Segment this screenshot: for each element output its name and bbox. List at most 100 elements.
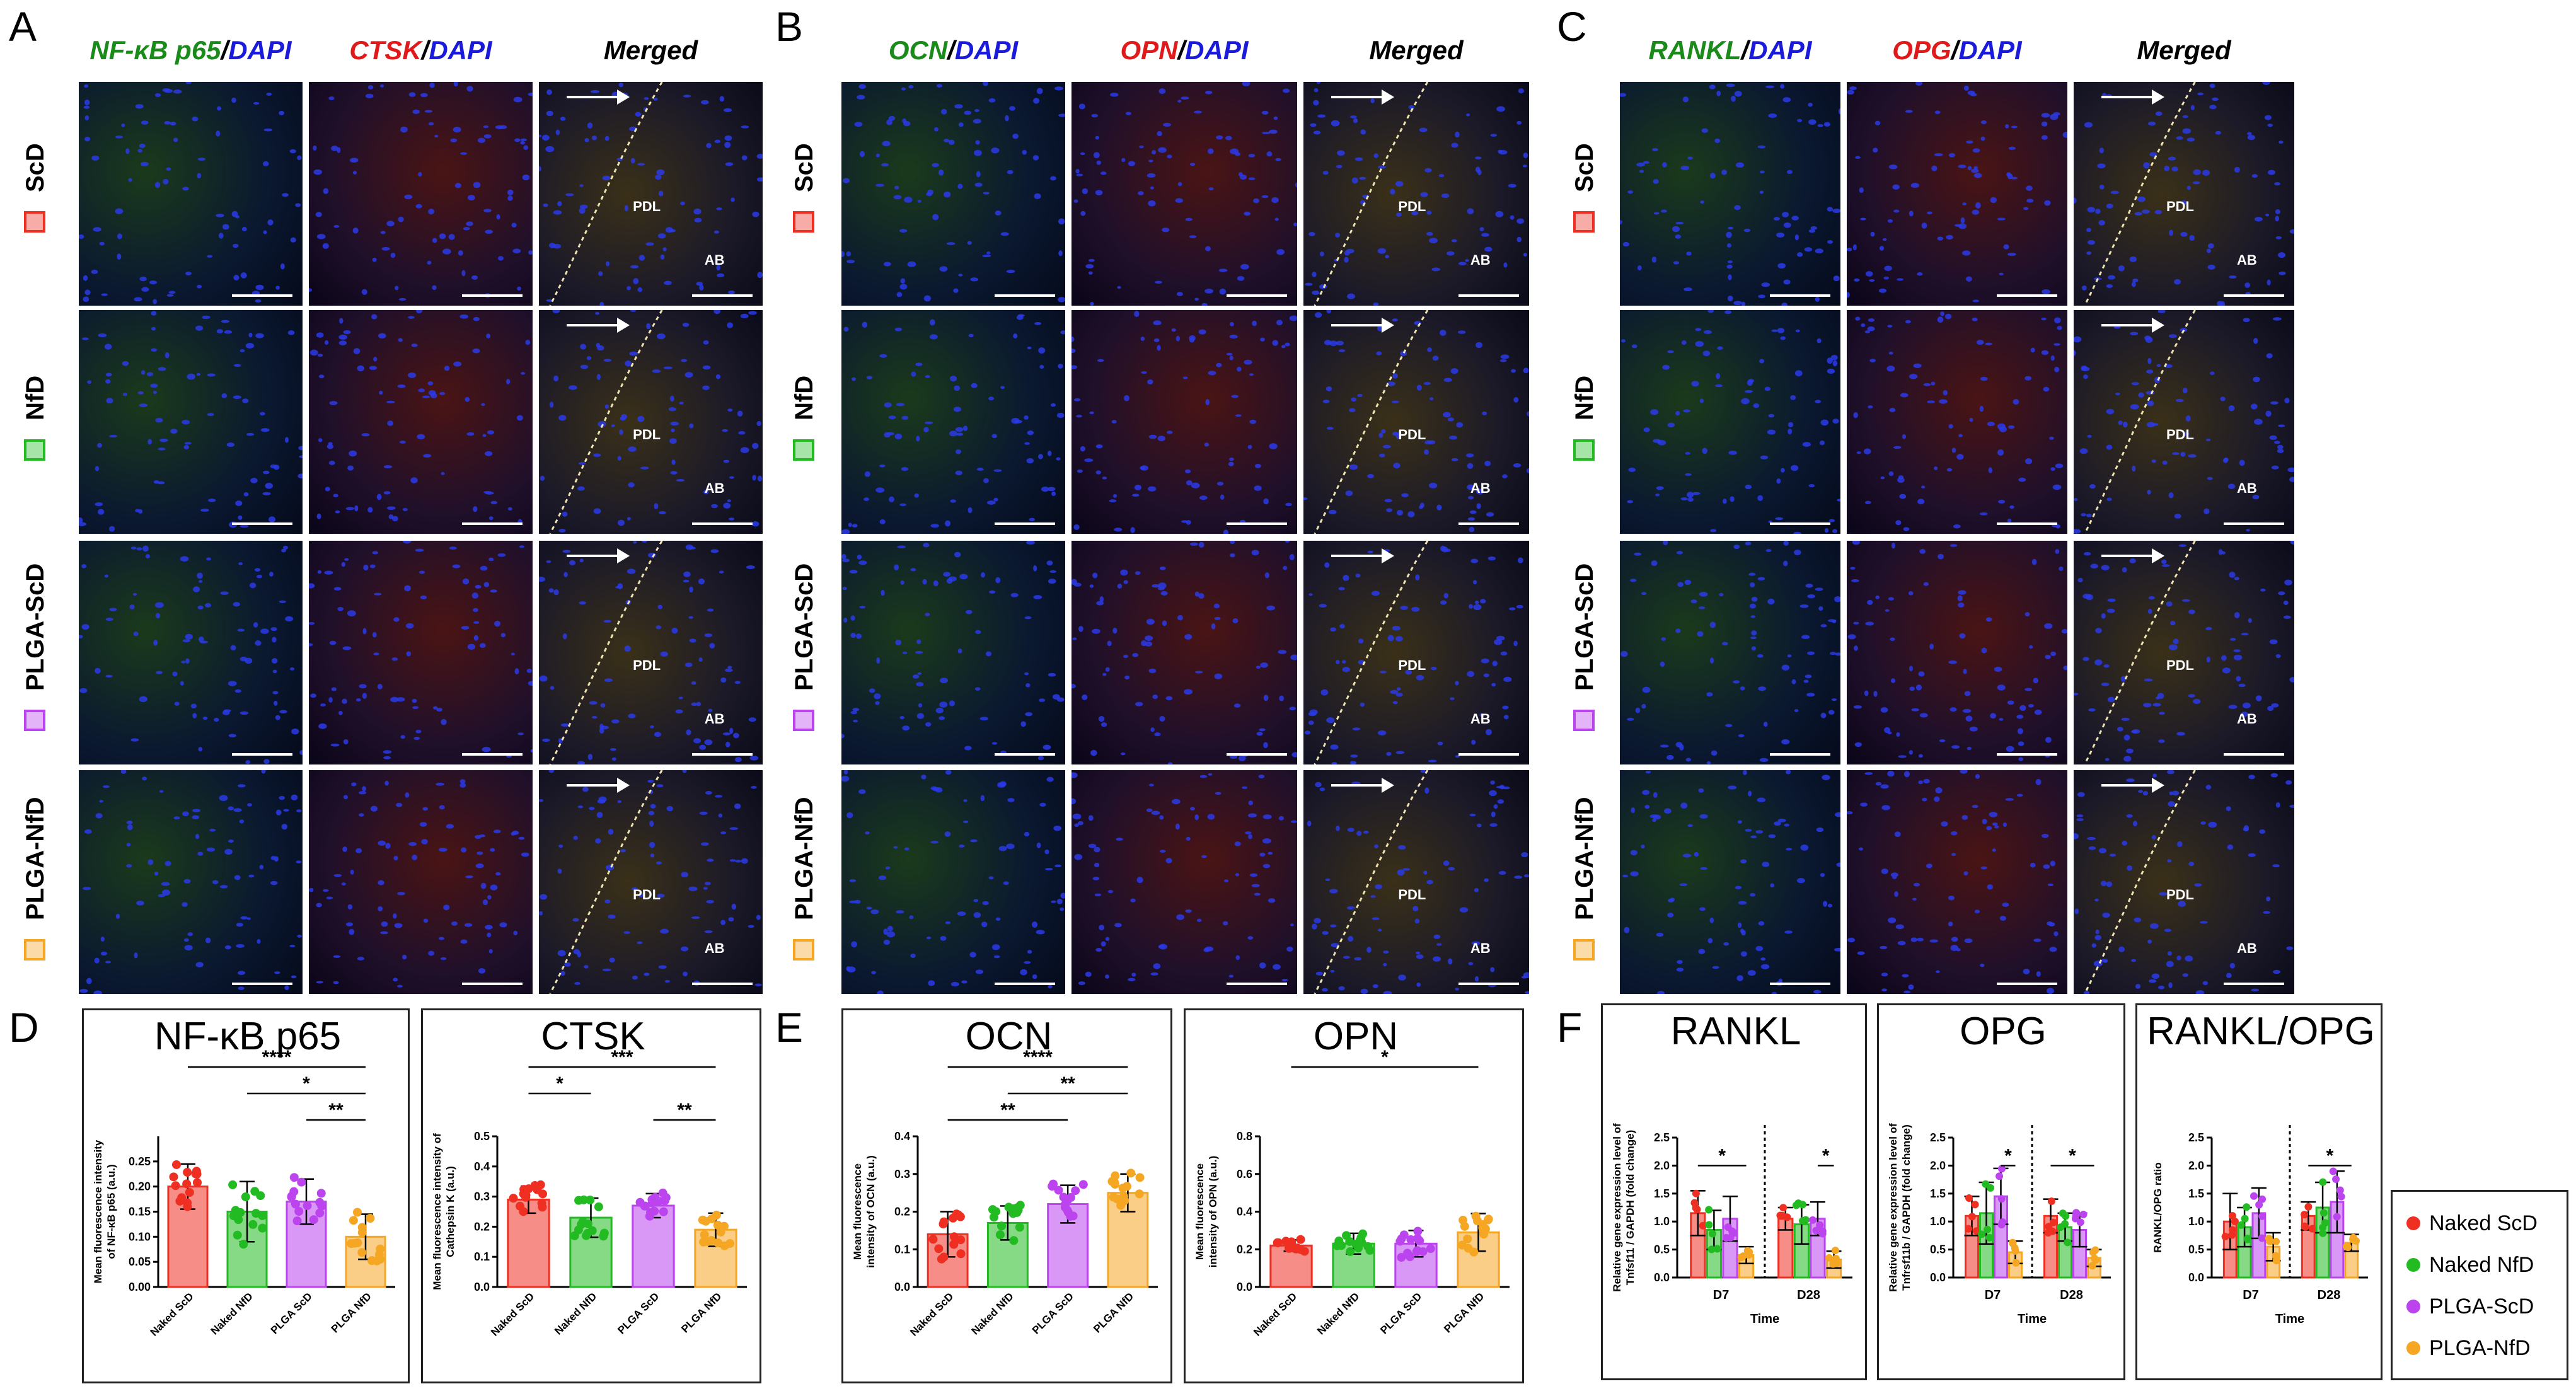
chart-svg: Mean fluorescence intensity of NF-κB p65 …	[92, 1047, 395, 1339]
chart-svg: Mean fluorescence intensity of OPN (a.u.)…	[1194, 1047, 1510, 1339]
micrograph-a-r2-c2: PDL AB	[539, 541, 763, 764]
micrograph-b-r1-c1	[1071, 310, 1297, 534]
y-tick-label: 0.8	[1237, 1130, 1252, 1143]
y-axis-label: Mean fluorescence intensity of NF-κB p65 …	[92, 1139, 117, 1283]
chart-title: NF-κB p65	[154, 1015, 342, 1058]
chart-box-0: NF-κB p65 Mean fluorescence intensity of N…	[82, 1008, 410, 1383]
direction-arrow	[1331, 89, 1394, 105]
micrograph-c-r3-c1	[1847, 770, 2067, 994]
column-header-a-0: NF-κB p65/DAPI	[79, 35, 303, 66]
chart-box-4: RANKL Relative gene expression level of Tn…	[1601, 1003, 1867, 1380]
micrograph-a-r0-c2: PDL AB	[539, 82, 763, 306]
scale-bar	[692, 983, 753, 985]
chart-svg: Mean fluorescence intensity of OCN (a.u.)…	[852, 1047, 1158, 1339]
legend-marker	[2406, 1216, 2420, 1230]
direction-arrow	[567, 548, 630, 563]
chart-box-6: RANKL/OPG RANKL/OPG ratio 0.0 0.5 1.0 1.5 2.0 2…	[2135, 1003, 2383, 1380]
micrograph-c-r1-c2: PDL AB	[2074, 310, 2294, 534]
ab-label: AB	[2237, 480, 2257, 496]
scale-bar	[1227, 522, 1287, 525]
micrograph-c-r0-c0	[1620, 82, 1840, 306]
scale-bar	[462, 753, 523, 756]
y-tick-label: 0.0	[2188, 1271, 2204, 1284]
scale-bar	[2224, 753, 2284, 756]
chart-title: RANKL	[1670, 1010, 1801, 1053]
bar-g1-s2	[1809, 1201, 1827, 1279]
ab-label: AB	[2237, 940, 2257, 956]
column-header-part: DAPI	[954, 35, 1019, 65]
significance-bracket: **	[653, 1100, 716, 1121]
y-tick-label: 1.0	[1930, 1215, 1946, 1228]
scale-bar	[1227, 294, 1287, 297]
scale-bar	[1770, 294, 1830, 297]
column-header-part: OPG	[1892, 35, 1951, 65]
scale-bar	[995, 983, 1055, 985]
group-color-swatch	[24, 439, 45, 461]
scale-bar	[1997, 983, 2057, 985]
y-tick-label: 0.0	[1654, 1271, 1670, 1284]
svg-text:*: *	[2004, 1145, 2012, 1166]
bar-0	[1269, 1235, 1313, 1288]
x-tick-label: Naked ScD	[148, 1290, 196, 1338]
group-color-swatch	[793, 709, 814, 731]
svg-text:*: *	[303, 1073, 310, 1094]
svg-text:*: *	[1718, 1145, 1726, 1166]
group-color-swatch	[1573, 439, 1595, 461]
x-tick-label: PLGA NfD	[679, 1290, 724, 1335]
y-axis-label: Mean fluorescence intensity of OPN (a.u.)	[1194, 1156, 1219, 1268]
bar-g1-s1	[2057, 1209, 2073, 1279]
scale-bar	[1227, 983, 1287, 985]
column-header-part: DAPI	[228, 35, 292, 65]
y-tick-label: 2.0	[1930, 1159, 1946, 1172]
bar-2	[1047, 1179, 1089, 1288]
column-header-part: NF-κB p65	[90, 35, 221, 65]
y-axis-label: Mean fluorescence intensity of Cathepsin …	[431, 1133, 456, 1290]
column-header-part: Merged	[2137, 35, 2231, 65]
y-tick-label: 0.5	[1654, 1243, 1670, 1256]
group-color-swatch	[793, 439, 814, 461]
y-tick-label: 1.5	[1654, 1187, 1670, 1200]
bar-g1-s0	[2301, 1201, 2316, 1279]
significance-bracket: **	[947, 1100, 1068, 1121]
micrograph-b-r2-c1	[1071, 541, 1297, 764]
bar-1	[226, 1180, 268, 1288]
micrograph-a-r2-c0	[79, 541, 303, 764]
direction-arrow	[1331, 318, 1394, 333]
x-axis-label: Time	[2018, 1312, 2047, 1326]
bar-g1-s3	[2343, 1233, 2360, 1279]
y-tick-label: 0.5	[1930, 1243, 1946, 1256]
row-label-b-1: NfD	[790, 375, 818, 420]
bar-0	[927, 1209, 969, 1288]
bar-3	[345, 1208, 386, 1288]
y-tick-label: 0.5	[2188, 1243, 2204, 1256]
ab-label: AB	[704, 710, 725, 727]
x-tick-label: Naked NfD	[969, 1290, 1015, 1337]
micrograph-a-r3-c1	[309, 770, 533, 994]
pdl-label: PDL	[2166, 886, 2194, 903]
y-tick-label: 0.1	[894, 1243, 910, 1255]
significance-bracket: **	[1007, 1073, 1128, 1095]
y-axis-label: Mean fluorescence intensity of OCN (a.u.)	[852, 1155, 877, 1268]
row-label-a-0: ScD	[21, 143, 49, 192]
bar-g1-s2	[2329, 1167, 2345, 1279]
micrograph-b-r3-c0	[841, 770, 1065, 994]
y-tick-label: 0.4	[474, 1160, 490, 1173]
bar-g1-s1	[1792, 1199, 1810, 1279]
column-header-part: DAPI	[1748, 35, 1812, 65]
svg-text:*: *	[2069, 1145, 2076, 1166]
significance-bracket: *	[1291, 1047, 1479, 1068]
x-tick-label: Naked NfD	[1315, 1290, 1361, 1337]
scale-bar	[1458, 294, 1519, 297]
micrograph-b-r3-c2: PDL AB	[1303, 770, 1529, 994]
panel-letter-a: A	[9, 3, 37, 50]
y-tick-label: 0.00	[129, 1281, 151, 1293]
x-tick-label: PLGA ScD	[1030, 1290, 1076, 1336]
legend-item: Naked ScD	[2406, 1211, 2538, 1236]
significance-bracket: ****	[188, 1047, 366, 1068]
y-tick-label: 0.2	[474, 1220, 490, 1233]
column-header-b-2: Merged	[1303, 35, 1529, 66]
row-label-c-0: ScD	[1571, 143, 1598, 192]
bar-g0-s2	[2250, 1187, 2267, 1279]
significance-bracket: *	[1817, 1145, 1834, 1167]
panel-letter-c: C	[1557, 3, 1587, 50]
